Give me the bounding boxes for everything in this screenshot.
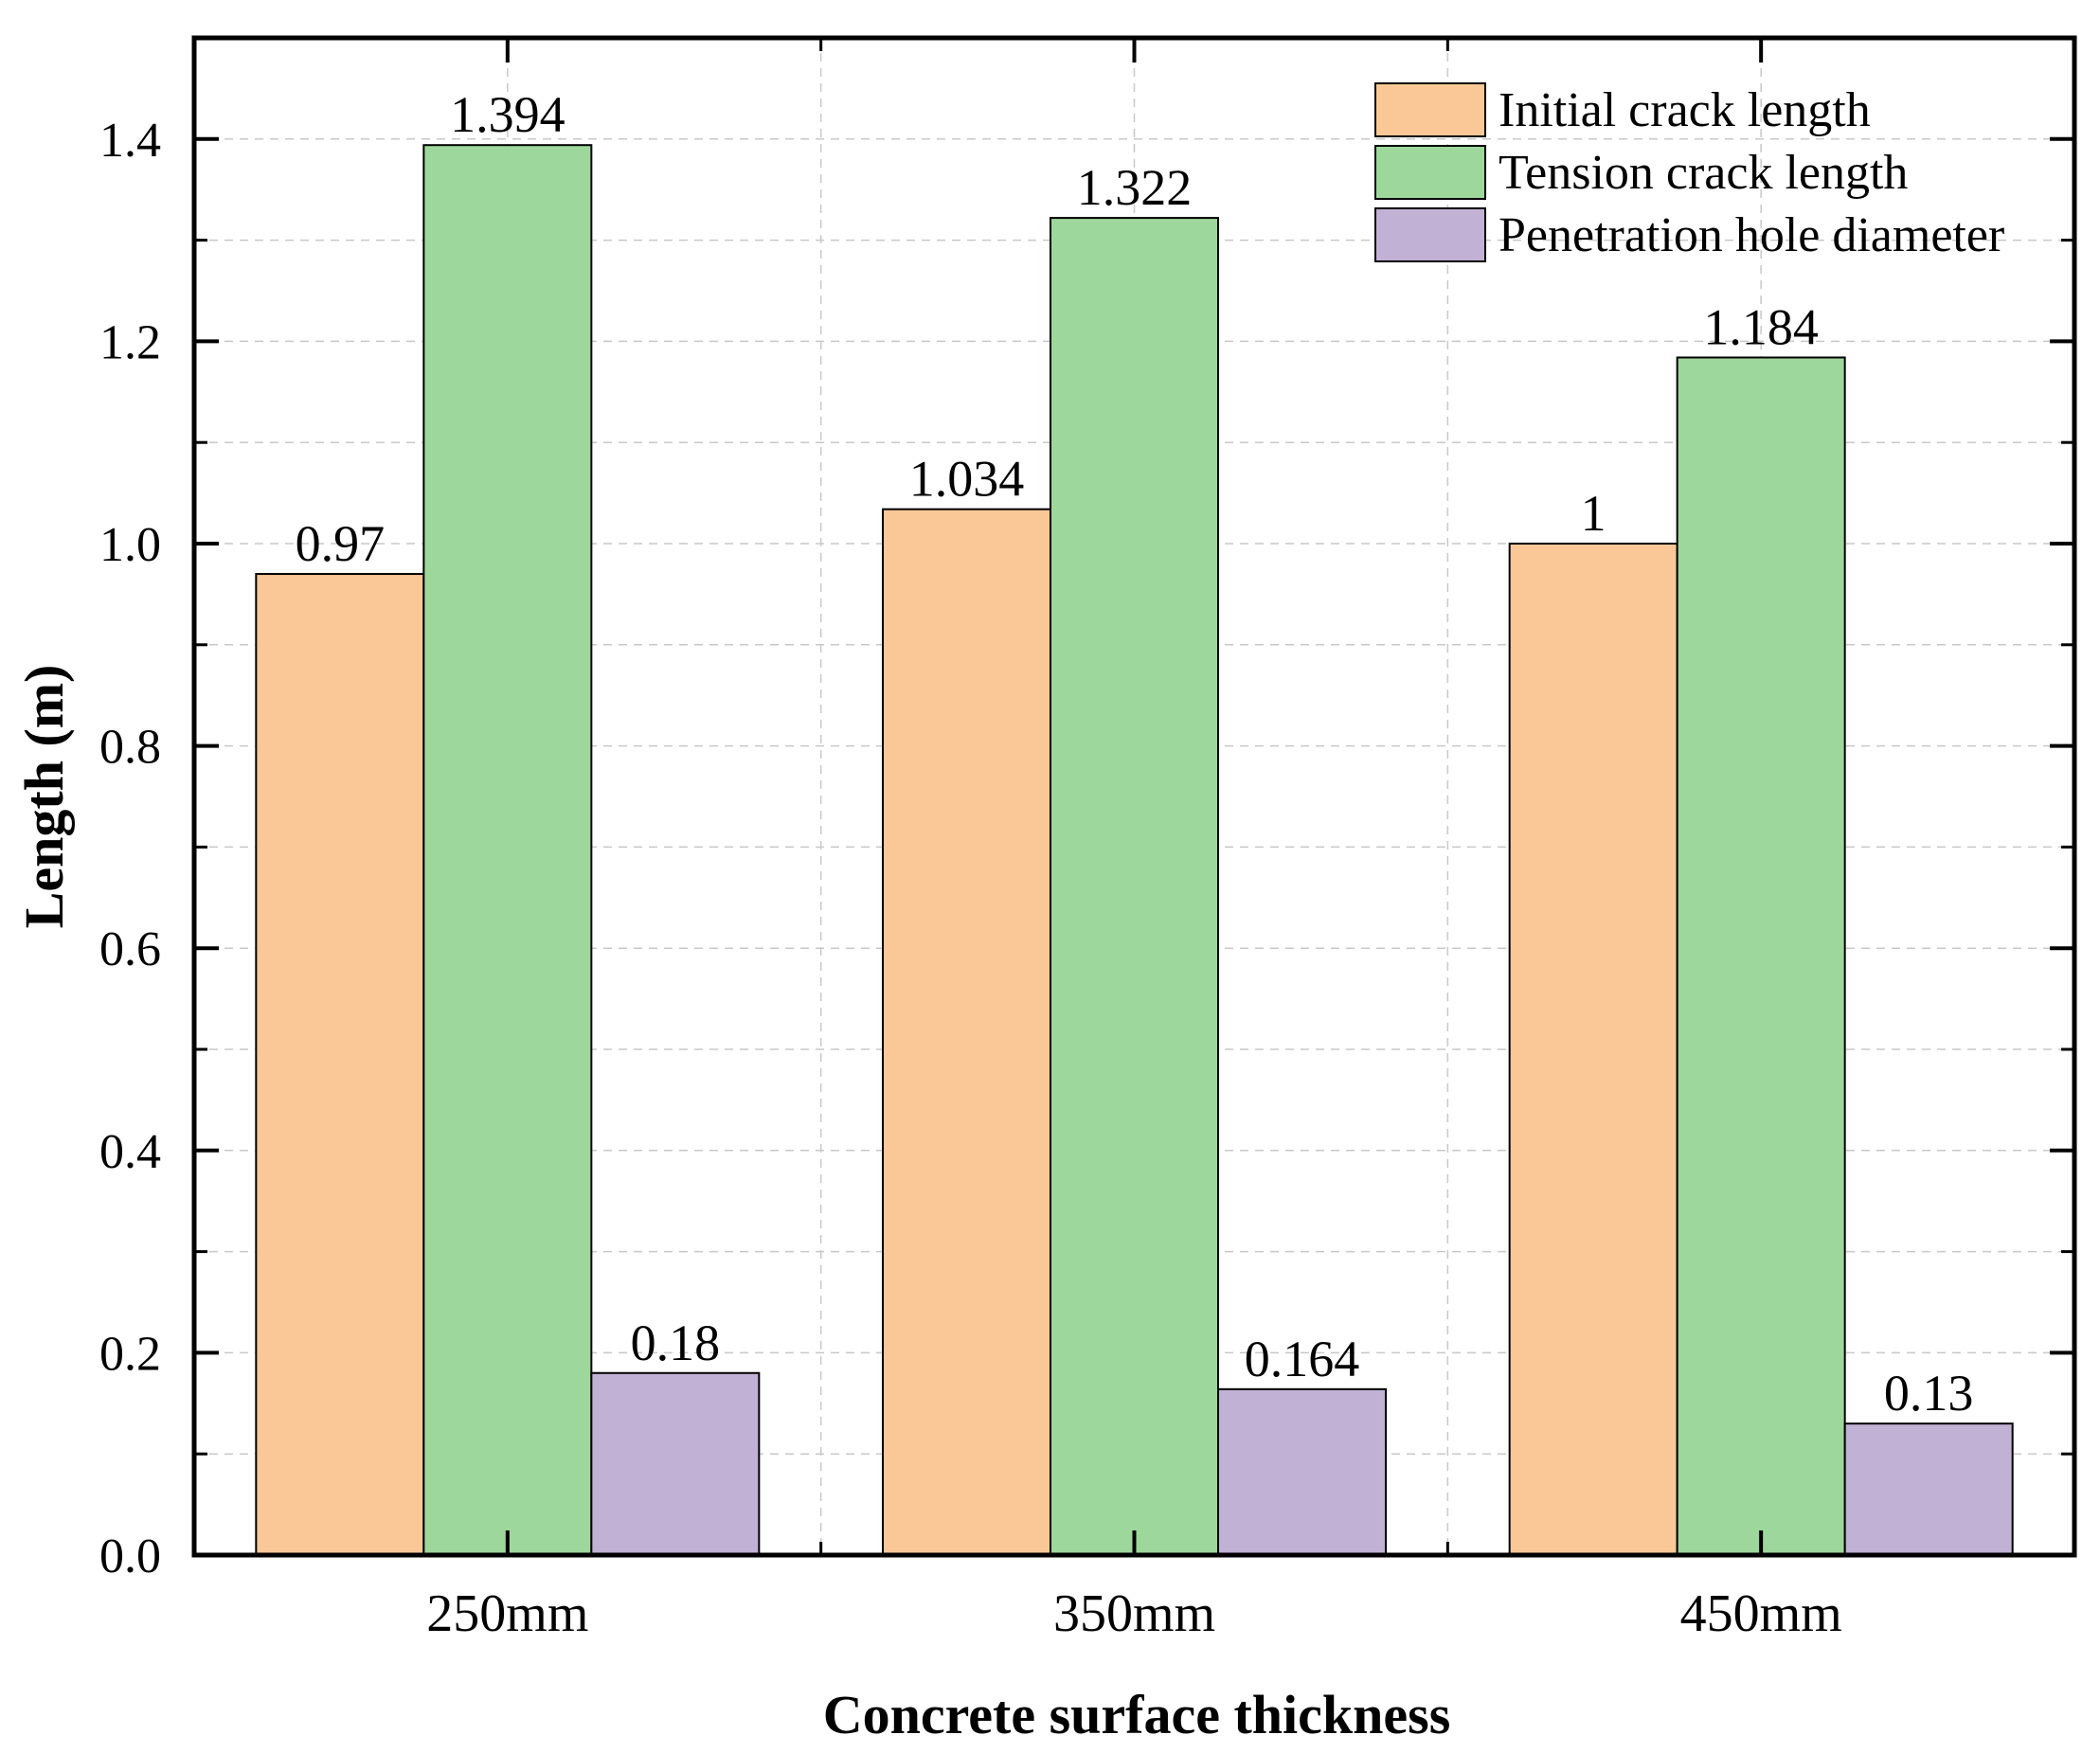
y-tick-label: 0.8 <box>99 721 161 775</box>
bars <box>255 144 2014 1557</box>
bar-3-3 <box>1843 1422 2014 1557</box>
bar-1-1 <box>255 573 425 1556</box>
data-label: 1.184 <box>1703 298 1819 355</box>
y-tick-label: 0.6 <box>99 922 161 976</box>
labels: 0.97 1.034 1 1.394 1.322 1.184 0.18 0.164 0.13 0.… <box>99 86 1973 1643</box>
y-axis-title: Length (m) <box>13 665 75 929</box>
legend-label: Penetration hole diameter <box>1499 208 2004 262</box>
data-label: 1.394 <box>450 86 565 143</box>
bar-2-1 <box>422 144 593 1556</box>
data-label: 0.18 <box>631 1315 721 1371</box>
y-tick-label: 0.4 <box>99 1125 161 1179</box>
data-label: 0.13 <box>1884 1365 1974 1422</box>
y-tick-label: 1.4 <box>99 114 161 168</box>
legend-swatch <box>1374 207 1486 262</box>
x-tick-label: 250mm <box>426 1584 588 1643</box>
axis-ticks <box>194 38 2074 1557</box>
y-tick-label: 0.0 <box>99 1529 161 1583</box>
x-axis-title: Concrete surface thickness <box>823 1684 1451 1745</box>
y-tick-label: 0.2 <box>99 1327 161 1381</box>
data-label: 0.164 <box>1245 1331 1360 1387</box>
bar-2-3 <box>1676 356 1846 1556</box>
legend-swatch <box>1374 82 1486 137</box>
bar-3-2 <box>1217 1387 1387 1557</box>
legend-label: Tension crack length <box>1499 146 1908 200</box>
x-tick-label: 350mm <box>1053 1584 1215 1643</box>
data-label: 1.034 <box>909 451 1025 508</box>
data-label: 1 <box>1581 485 1606 542</box>
bar-3-1 <box>590 1371 761 1557</box>
y-tick-label: 1.0 <box>99 518 161 572</box>
legend-label: Initial crack length <box>1499 83 1871 137</box>
bar-1-2 <box>882 508 1051 1556</box>
data-label: 0.97 <box>296 515 386 572</box>
legend: Initial crack length Tension crack length… <box>1374 82 2004 262</box>
x-tick-label: 450mm <box>1680 1584 1842 1643</box>
y-tick-label: 1.2 <box>99 315 161 369</box>
bar-1-3 <box>1508 543 1678 1556</box>
legend-swatch <box>1374 145 1486 200</box>
data-label: 1.322 <box>1077 159 1193 216</box>
bar-2-2 <box>1050 217 1219 1556</box>
